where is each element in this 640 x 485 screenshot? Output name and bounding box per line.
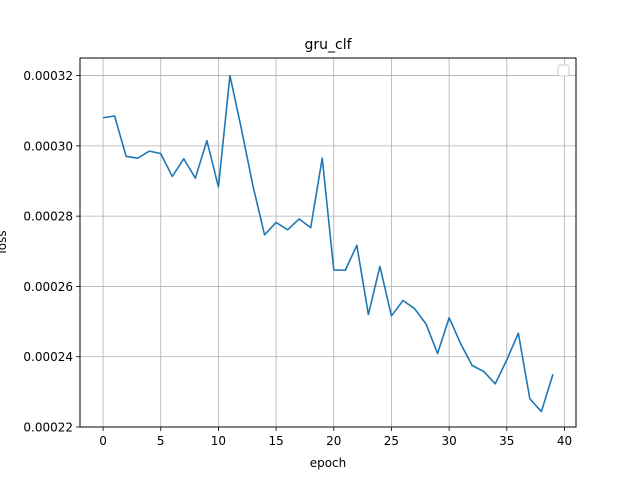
x-tick-label: 5 (157, 434, 165, 448)
series-layer (102, 74, 554, 413)
chart-title: gru_clf (304, 37, 352, 53)
x-tick-label: 35 (499, 434, 514, 448)
series-line (102, 74, 554, 413)
y-tick-label: 0.00028 (23, 210, 73, 224)
y-tick-label: 0.00032 (23, 69, 73, 83)
x-tick-label: 20 (326, 434, 341, 448)
x-tick-label: 0 (99, 434, 107, 448)
x-tick-label: 10 (211, 434, 226, 448)
legend-box (557, 64, 570, 77)
x-tick-label: 15 (268, 434, 283, 448)
y-tick-label: 0.00024 (23, 350, 73, 364)
x-axis-ticks: 0 5 10 15 20 25 30 35 40 (99, 427, 572, 448)
plot-frame (79, 57, 577, 428)
x-tick-label: 40 (557, 434, 572, 448)
y-tick-label: 0.00022 (23, 421, 73, 435)
x-axis-label: epoch (310, 456, 347, 470)
y-axis-label: loss (0, 230, 9, 253)
y-axis-ticks: 0.00022 0.00024 0.00026 0.00028 0.00030 0.000… (23, 69, 80, 435)
x-tick-label: 30 (441, 434, 456, 448)
y-tick-label: 0.00026 (23, 280, 73, 294)
x-tick-label: 25 (384, 434, 399, 448)
y-tick-label: 0.00030 (23, 139, 73, 153)
